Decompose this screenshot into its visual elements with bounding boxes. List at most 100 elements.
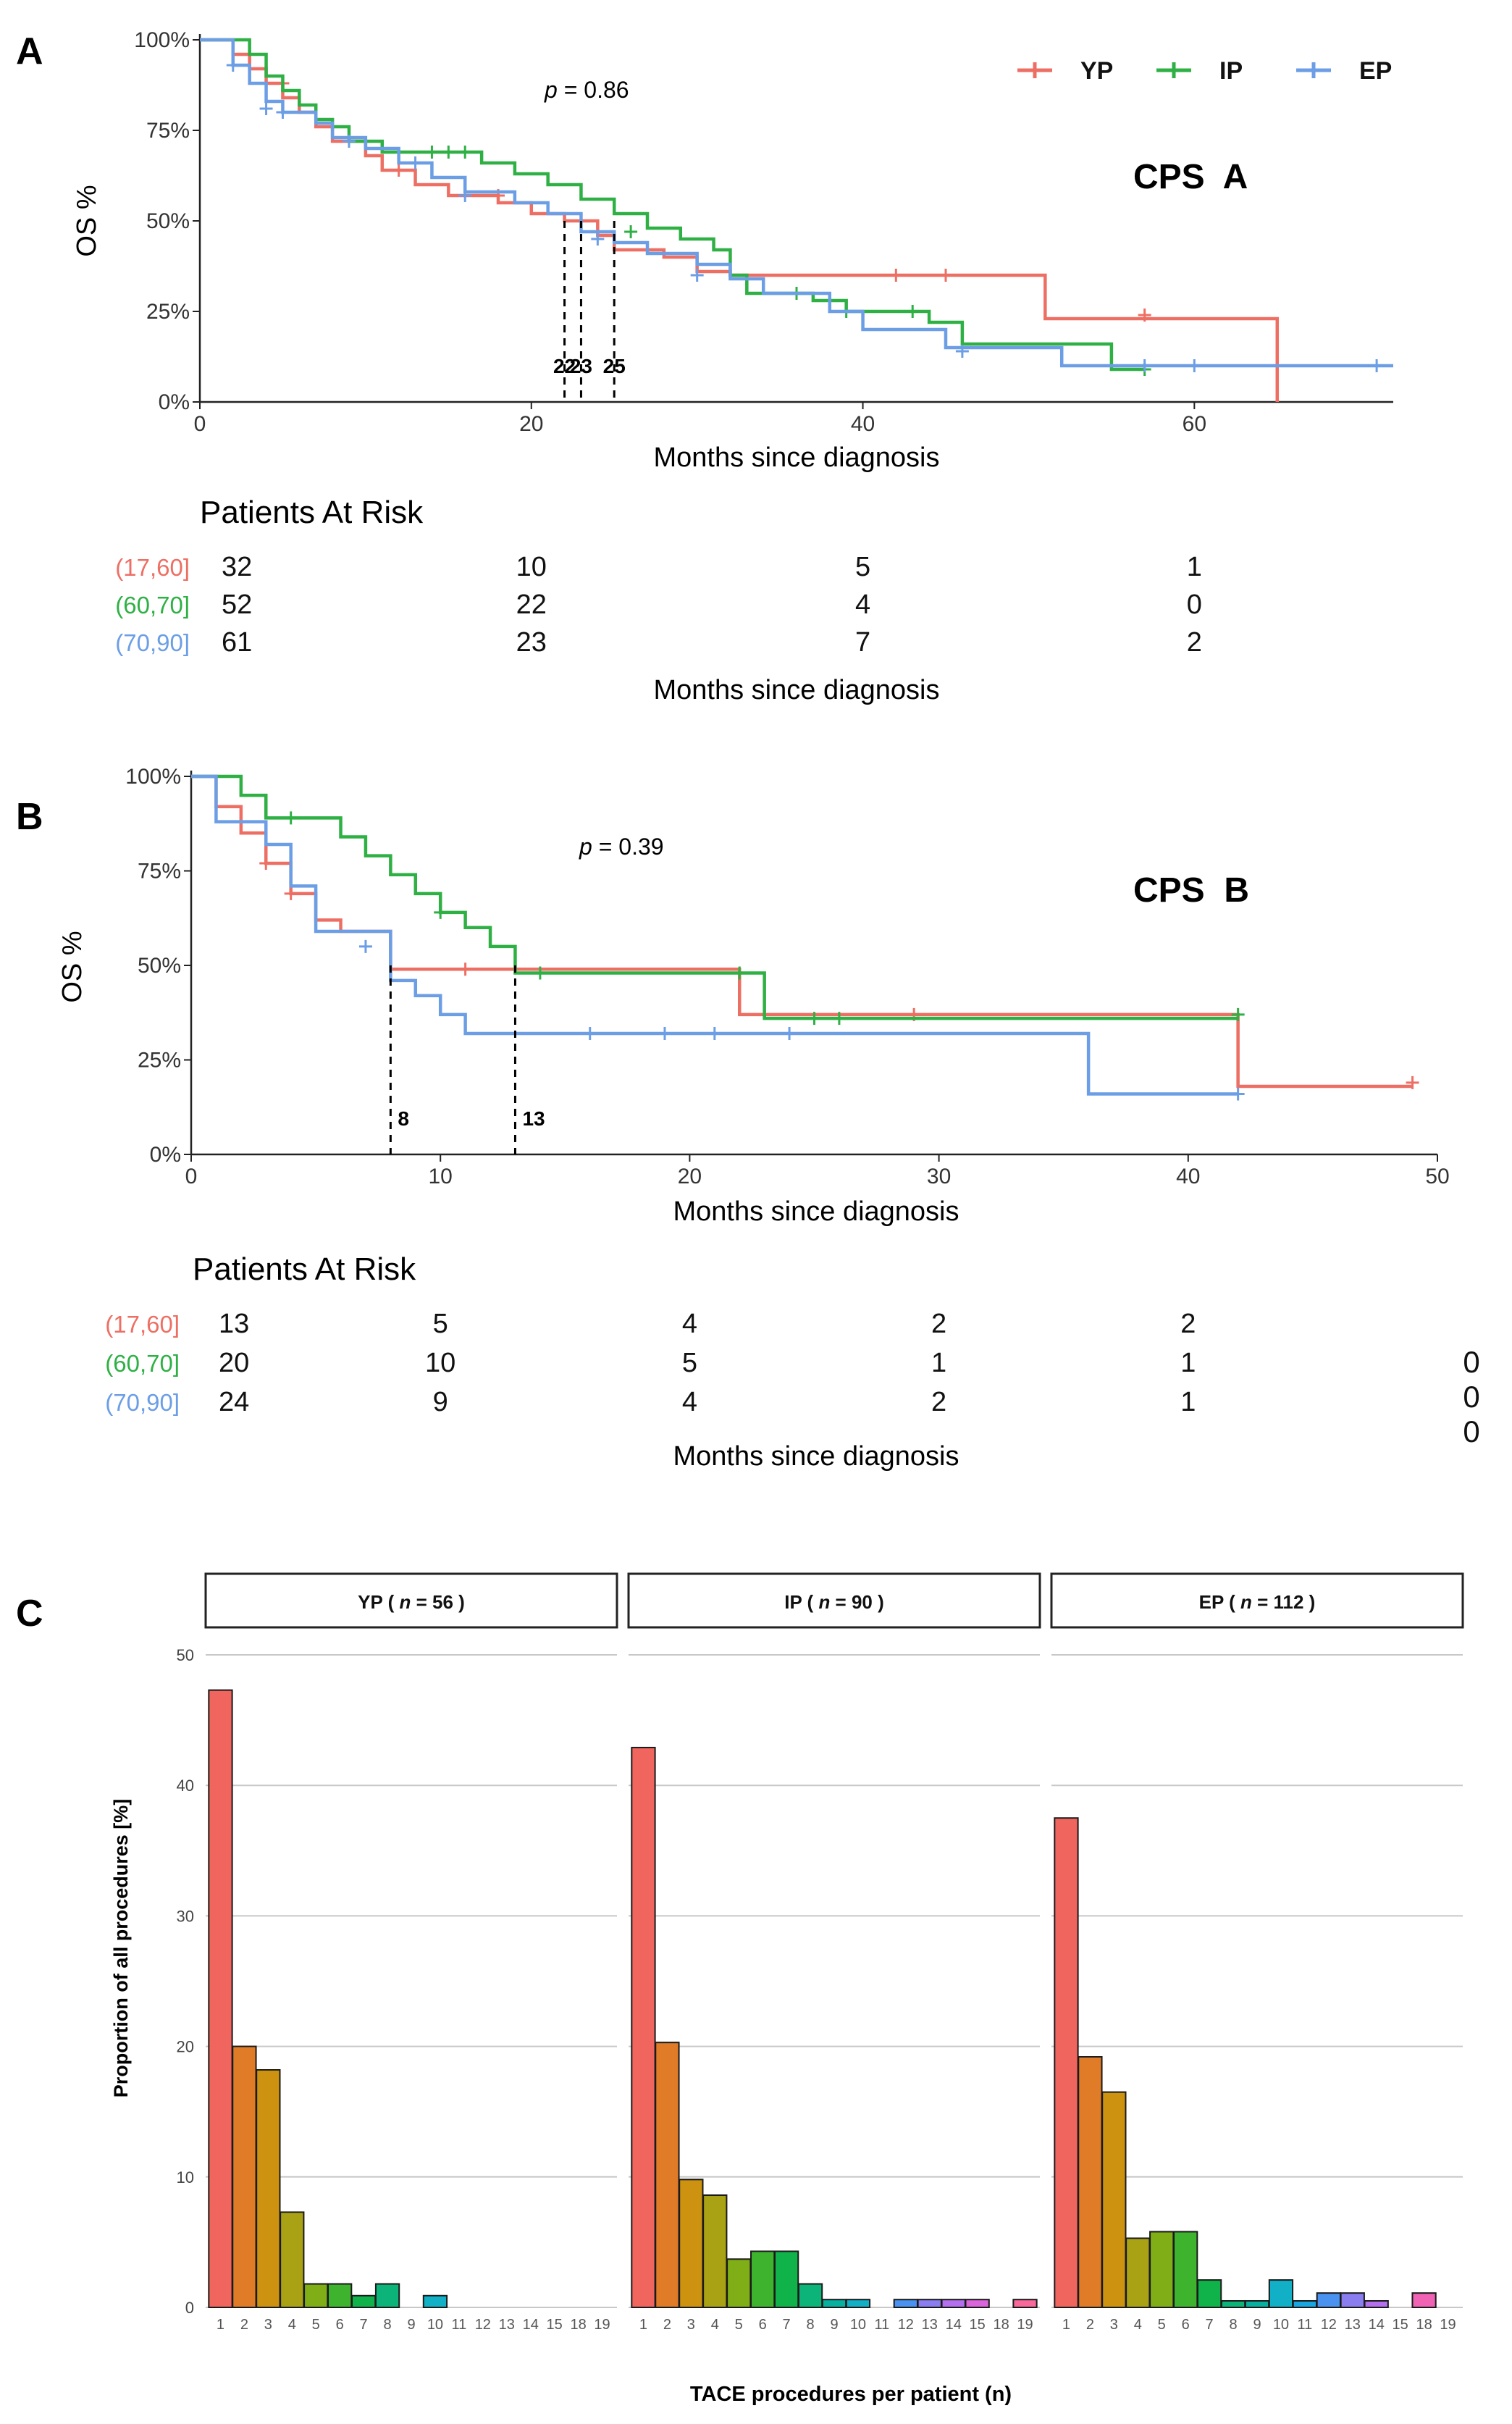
panel-c-facet-3-x-tick-label: 11 — [1297, 2317, 1312, 2333]
panel-c-facet-3-bar — [1054, 1817, 1079, 2308]
panel-c-facet-1-x-tick-label: 4 — [288, 2317, 296, 2333]
panel-c-facet-2-bar — [702, 2194, 728, 2309]
panel-c-ylabel: Proportion of all procedures [%] — [110, 1799, 132, 2098]
panel-a-risk-count: 7 — [855, 627, 870, 658]
panel-b-y-tick-label: 75% — [138, 860, 181, 884]
panel-c-facet-3-bar — [1364, 2299, 1389, 2308]
panel-c-facet-2-x-tick-label: 6 — [759, 2317, 767, 2333]
panel-c-facet-3-x-tick-label: 5 — [1158, 2317, 1166, 2333]
panel-c-facet-2-bar — [893, 2299, 918, 2308]
panel-a-risk-count: 2 — [1187, 627, 1202, 658]
panel-a-legend-key-ep — [1296, 62, 1331, 78]
panel-c-facet-3-bar — [1196, 2279, 1222, 2308]
panel-b-censor-mark-ip — [733, 966, 747, 980]
panel-c-facet-2-x-tick-label: 4 — [711, 2317, 719, 2333]
panel-c-facet-3-x-tick-label: 3 — [1110, 2317, 1118, 2333]
panel-a-censor-mark-ep — [1138, 359, 1151, 372]
panel-b-risk-group-label: (60,70] — [105, 1350, 180, 1377]
panel-b-series-ep-line — [191, 774, 1238, 1096]
panel-c-facet-2-x-tick-label: 19 — [1017, 2317, 1033, 2333]
panel-c-facet-2-bar — [631, 1746, 656, 2308]
panel-b-p-text: = 0.39 — [592, 834, 664, 860]
panel-a-risk-count: 61 — [222, 627, 252, 658]
panel-c-facet-1-x-tick-label: 14 — [523, 2317, 539, 2333]
panel-c-facet-2-x-tick-label: 12 — [898, 2317, 914, 2333]
panel-c-facet-2-strip-n: n — [818, 1591, 830, 1613]
panel-c-facet-2-x-tick-label: 5 — [735, 2317, 743, 2333]
panel-b-ylabel: OS % — [57, 931, 88, 1002]
panel-c-facet-2-bar — [797, 2283, 823, 2308]
panel-c-facet-3-x-tick-label: 15 — [1393, 2317, 1408, 2333]
panel-b-censor-mark-ip — [284, 811, 298, 825]
panel-label-b: B — [16, 796, 43, 838]
panel-b-censor-mark-ep — [1231, 1087, 1245, 1101]
panel-b-x-tick-label: 50 — [1425, 1165, 1449, 1188]
panel-c-facet-1-x-tick-label: 7 — [360, 2317, 368, 2333]
panel-a-x-tick-label: 20 — [519, 412, 543, 436]
panel-c-facet-1-bar — [232, 2045, 257, 2309]
panel-c-facet-1-bar — [208, 1689, 233, 2309]
panel-a-censor-mark-ip — [458, 146, 472, 159]
panel-a-title: CPS A — [1133, 158, 1248, 196]
panel-c-facet-3-bar — [1268, 2279, 1294, 2308]
panel-c-facet-2-x-tick-label: 7 — [783, 2317, 791, 2333]
panel-c-facet-3-x-tick-label: 10 — [1273, 2317, 1289, 2333]
panel-a-series-ep-line — [200, 38, 1393, 368]
panel-a-median-label: 25 — [603, 355, 626, 377]
panel-c-facet-2-x-tick-label: 18 — [993, 2317, 1009, 2333]
panel-c-facet-1-x-tick-label: 1 — [217, 2317, 224, 2333]
panel-a-censor-mark-yp — [1138, 309, 1151, 322]
panel-c-facet-1-strip-n: n — [400, 1591, 411, 1613]
panel-b-p-value: p = 0.39 — [579, 834, 664, 860]
panel-b-p-symbol: p — [579, 834, 592, 860]
panel-c-facet-3-bar — [1125, 2237, 1151, 2308]
panel-c-facet-2-x-tick-label: 2 — [663, 2317, 671, 2333]
panel-a-xlabel: Months since diagnosis — [654, 443, 940, 473]
panel-c-facet-1-strip-label: YP ( n = 56 ) — [358, 1591, 465, 1613]
panel-a-censor-mark-ep — [408, 156, 422, 169]
panel-c-facet-1-bar — [422, 2294, 448, 2308]
panel-a-risk-count: 22 — [516, 590, 547, 620]
panel-c-facet-3-x-tick-label: 18 — [1416, 2317, 1432, 2333]
panel-c-facet-3-strip-n: n — [1240, 1591, 1252, 1613]
panel-c-facet-2-x-tick-label: 10 — [850, 2317, 866, 2333]
panel-b-risk-trailing-count: 0 — [1463, 1414, 1479, 1448]
panel-a-censor-mark-yp — [392, 164, 406, 177]
panel-c-facet-2-x-tick-label: 1 — [639, 2317, 647, 2333]
panel-c-facet-1-x-tick-label: 8 — [383, 2317, 391, 2333]
panel-a-y-tick-label: 100% — [134, 28, 190, 52]
panel-c-facet-3-bar — [1101, 2091, 1127, 2308]
panel-a-censor-mark-ep — [458, 189, 472, 202]
panel-c-facet-3-x-tick-label: 9 — [1253, 2317, 1261, 2333]
panel-a-censor-mark-ep — [226, 59, 240, 72]
panel-label-c: C — [16, 1593, 43, 1635]
panel-b-risk-title: Patients At Risk — [193, 1251, 416, 1287]
panel-c-y-tick-label: 20 — [177, 2038, 194, 2056]
panel-b-risk-count: 1 — [931, 1348, 946, 1378]
panel-a-censor-mark-ep — [955, 345, 969, 358]
panel-a-censor-mark-ep — [1370, 359, 1384, 372]
panel-b-y-tick-label: 25% — [138, 1049, 181, 1073]
panel-a-censor-mark-yp — [889, 269, 903, 282]
panel-a-p-text: = 0.86 — [558, 77, 629, 103]
panel-b-series-ip-line — [191, 774, 1238, 1020]
panel-c-facet-3-bar — [1220, 2299, 1246, 2308]
panel-a-x-tick-label: 40 — [851, 412, 875, 436]
panel-b-x-tick-label: 40 — [1176, 1165, 1200, 1188]
panel-a-median-label: 22 — [553, 355, 576, 377]
panel-c-facet-3-x-tick-label: 2 — [1086, 2317, 1094, 2333]
panel-c-facet-2-bar — [965, 2299, 990, 2308]
panel-a-censor-mark-ep — [591, 232, 605, 246]
panel-c-facet-1-bar — [374, 2283, 400, 2308]
panel-b-censor-mark-yp — [284, 886, 298, 900]
panel-c-facet-2-x-tick-label: 14 — [946, 2317, 962, 2333]
panel-a-x-tick-label: 0 — [194, 412, 206, 436]
panel-a-risk-count: 52 — [222, 590, 252, 620]
panel-b-x-tick-label: 0 — [185, 1165, 198, 1188]
panel-b-x-tick-label: 20 — [678, 1165, 702, 1188]
panel-a-series-yp-line — [200, 38, 1280, 402]
panel-c-facet-2-x-tick-label: 8 — [806, 2317, 814, 2333]
panel-a-censor-mark-ep — [343, 135, 356, 148]
panel-a-risk-group-label: (70,90] — [115, 629, 190, 656]
